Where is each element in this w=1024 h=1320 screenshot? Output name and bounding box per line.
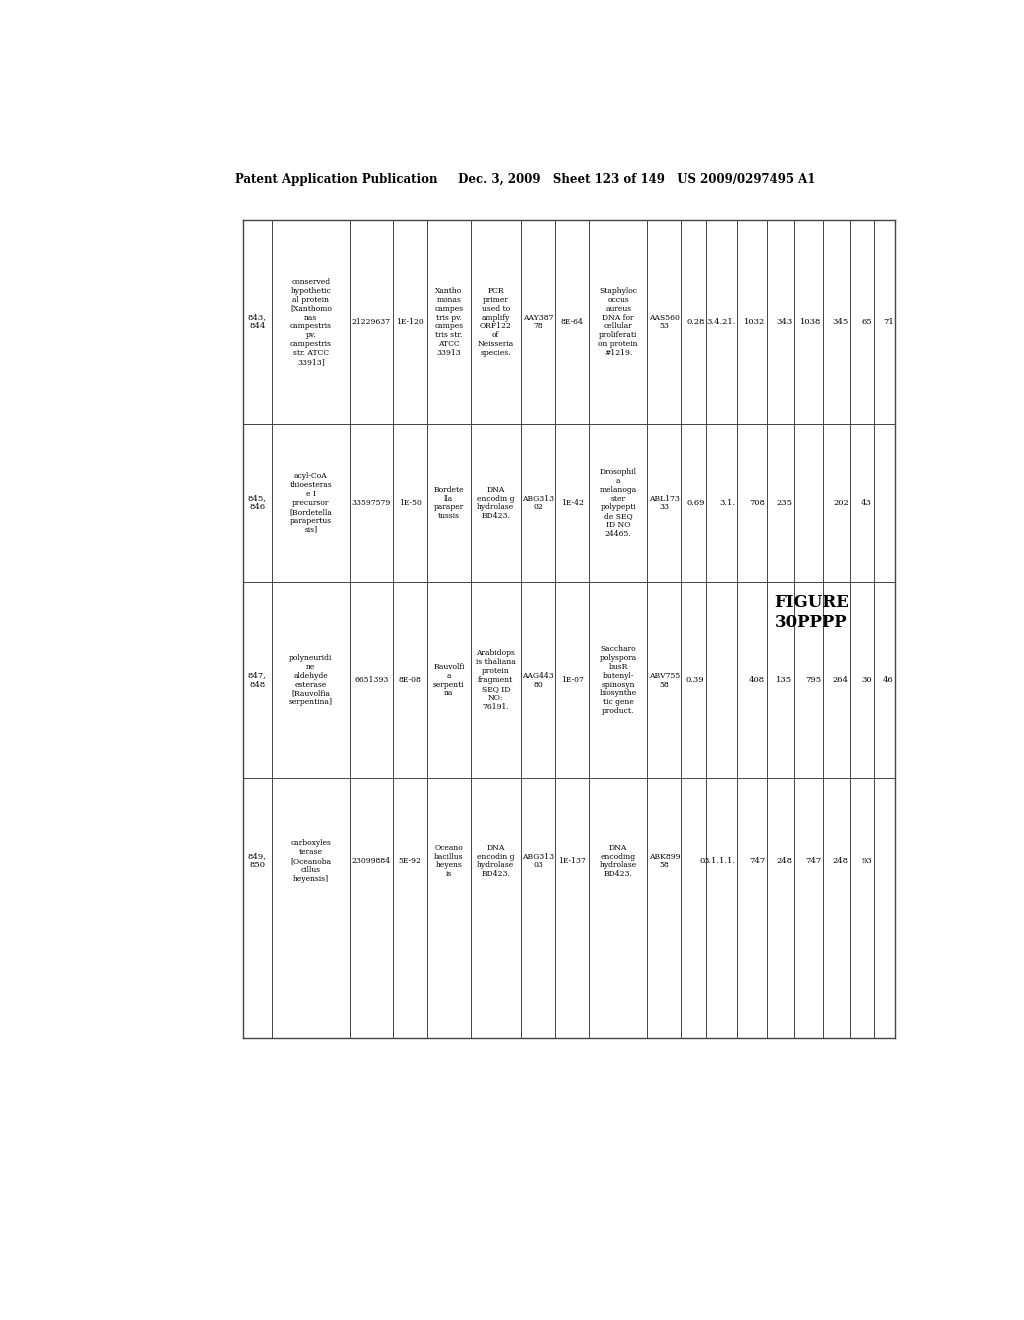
Text: 6651393: 6651393 bbox=[354, 676, 388, 684]
Text: AAY387
78: AAY387 78 bbox=[522, 314, 553, 330]
Text: FIGURE
30PPPP: FIGURE 30PPPP bbox=[774, 594, 849, 631]
Text: 0.28: 0.28 bbox=[686, 318, 705, 326]
Text: ABV755
58: ABV755 58 bbox=[648, 672, 680, 689]
Text: carboxyles
terase
[Oceanoba
cillus
heyensis]: carboxyles terase [Oceanoba cillus heyen… bbox=[291, 840, 332, 883]
Text: 264: 264 bbox=[833, 676, 849, 684]
Text: 235: 235 bbox=[776, 499, 793, 507]
Text: 845,
846: 845, 846 bbox=[248, 495, 267, 511]
Text: 46: 46 bbox=[883, 676, 894, 684]
Text: Patent Application Publication     Dec. 3, 2009   Sheet 123 of 149   US 2009/029: Patent Application Publication Dec. 3, 2… bbox=[234, 173, 815, 186]
Text: AAG443
80: AAG443 80 bbox=[522, 672, 554, 689]
Text: 1E-42: 1E-42 bbox=[560, 499, 584, 507]
Text: conserved
hypothetic
al protein
[Xanthomo
nas
campestris
pv.
campestris
str. ATC: conserved hypothetic al protein [Xanthom… bbox=[290, 279, 332, 366]
Text: 248: 248 bbox=[833, 857, 849, 865]
Text: 65: 65 bbox=[861, 318, 872, 326]
Text: ABL173
33: ABL173 33 bbox=[649, 495, 680, 511]
Text: 135: 135 bbox=[776, 676, 793, 684]
Text: DNA
encodin g
hydrolase
BD423.: DNA encodin g hydrolase BD423. bbox=[477, 486, 514, 520]
Text: Drosophil
a
melanoga
ster
polypepti
de SEQ
ID NO
24465.: Drosophil a melanoga ster polypepti de S… bbox=[600, 467, 637, 539]
Text: 93: 93 bbox=[861, 857, 872, 865]
Text: Staphyloc
occus
aureus
DNA for
cellular
proliferati
on protein
#1219.: Staphyloc occus aureus DNA for cellular … bbox=[598, 286, 638, 358]
Text: 71: 71 bbox=[883, 318, 894, 326]
Text: DNA
encodin g
hydrolase
BD423.: DNA encodin g hydrolase BD423. bbox=[477, 843, 514, 878]
Text: 0.69: 0.69 bbox=[686, 499, 705, 507]
Text: 0: 0 bbox=[699, 857, 705, 865]
Text: 1E-120: 1E-120 bbox=[396, 318, 424, 326]
Text: AAS560
53: AAS560 53 bbox=[649, 314, 680, 330]
Text: 43: 43 bbox=[861, 499, 872, 507]
Text: 1E-137: 1E-137 bbox=[558, 857, 586, 865]
Text: 248: 248 bbox=[776, 857, 793, 865]
Text: 1032: 1032 bbox=[743, 318, 765, 326]
Text: 408: 408 bbox=[749, 676, 765, 684]
Text: Xantho
monas
campes
tris pv.
campes
tris str.
ATCC
33913: Xantho monas campes tris pv. campes tris… bbox=[434, 286, 464, 358]
Text: 1E-50: 1E-50 bbox=[398, 499, 422, 507]
Text: 3.1.: 3.1. bbox=[720, 499, 735, 507]
Text: Saccharo
polyspora
busR
butenyl-
spinosyn
biosynthe
tic gene
product.: Saccharo polyspora busR butenyl- spinosy… bbox=[600, 645, 637, 715]
Text: 30: 30 bbox=[861, 676, 872, 684]
Text: Arabidops
is thaliana
protein
fragment
SEQ ID
NO:
76191.: Arabidops is thaliana protein fragment S… bbox=[476, 649, 516, 710]
Text: 21229637: 21229637 bbox=[352, 318, 391, 326]
Text: 0.39: 0.39 bbox=[686, 676, 705, 684]
Text: Rauvolfi
a
serpenti
na: Rauvolfi a serpenti na bbox=[433, 663, 465, 697]
Text: 8E-08: 8E-08 bbox=[398, 676, 422, 684]
Text: 708: 708 bbox=[749, 499, 765, 507]
Text: 795: 795 bbox=[806, 676, 821, 684]
Text: 747: 747 bbox=[749, 857, 765, 865]
Text: 1E-07: 1E-07 bbox=[560, 676, 584, 684]
Text: PCR
primer
used to
amplify
ORF122
of
Neisseria
species.: PCR primer used to amplify ORF122 of Nei… bbox=[477, 286, 514, 358]
Text: ABK899
58: ABK899 58 bbox=[648, 853, 680, 870]
Text: 847,
848: 847, 848 bbox=[248, 672, 267, 689]
Text: 1038: 1038 bbox=[800, 318, 821, 326]
Text: 345: 345 bbox=[833, 318, 849, 326]
Text: 5E-92: 5E-92 bbox=[398, 857, 422, 865]
Text: 33597579: 33597579 bbox=[351, 499, 391, 507]
Text: ABG313
03: ABG313 03 bbox=[522, 853, 554, 870]
Text: Bordete
lla
paraper
tussis: Bordete lla paraper tussis bbox=[433, 486, 464, 520]
Text: 343: 343 bbox=[776, 318, 793, 326]
Text: 8E-64: 8E-64 bbox=[560, 318, 584, 326]
Text: DNA
encoding
hydrolase
BD423.: DNA encoding hydrolase BD423. bbox=[600, 843, 637, 878]
Text: Oceano
bacillus
heyens
is: Oceano bacillus heyens is bbox=[434, 843, 464, 878]
Text: ABG313
02: ABG313 02 bbox=[522, 495, 554, 511]
Text: polyneuridi
ne
aldehyde
esterase
[Rauvolfia
serpentina]: polyneuridi ne aldehyde esterase [Rauvol… bbox=[289, 653, 333, 706]
Text: 747: 747 bbox=[805, 857, 821, 865]
Text: 3.4.21.: 3.4.21. bbox=[707, 318, 735, 326]
Text: 202: 202 bbox=[833, 499, 849, 507]
Text: acyl-CoA
thioesteras
e I
precursor
[Bordetella
parapertus
sis]: acyl-CoA thioesteras e I precursor [Bord… bbox=[290, 473, 333, 533]
Text: 849,
850: 849, 850 bbox=[248, 853, 267, 870]
Text: 3.1.1.1.: 3.1.1.1. bbox=[703, 857, 735, 865]
Text: 843,
844: 843, 844 bbox=[248, 314, 267, 330]
Text: 23099884: 23099884 bbox=[352, 857, 391, 865]
